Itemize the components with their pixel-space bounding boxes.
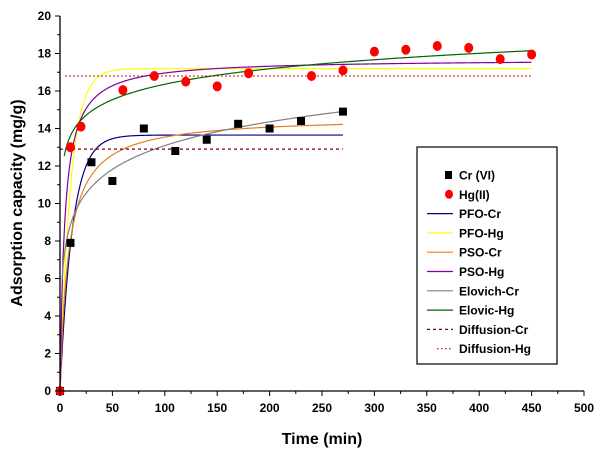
point-hg-ii bbox=[495, 54, 505, 65]
x-tick-label: 300 bbox=[364, 401, 384, 415]
y-tick-label: 20 bbox=[38, 9, 52, 23]
legend-label: PFO-Cr bbox=[459, 207, 501, 221]
y-tick-label: 2 bbox=[44, 347, 51, 361]
y-tick-label: 14 bbox=[38, 122, 52, 136]
legend-item-pfo-hg: PFO-Hg bbox=[427, 226, 504, 240]
point-cr-vi bbox=[171, 147, 180, 155]
x-tick-label: 400 bbox=[469, 401, 489, 415]
point-hg-ii bbox=[369, 46, 379, 57]
x-tick-label: 450 bbox=[522, 401, 542, 415]
y-tick-label: 12 bbox=[38, 159, 52, 173]
y-tick-label: 16 bbox=[38, 84, 52, 98]
y-tick-label: 8 bbox=[44, 234, 51, 248]
point-hg-ii bbox=[65, 142, 75, 153]
x-tick-label: 500 bbox=[574, 401, 594, 415]
fit-line-pfo-hg bbox=[59, 67, 532, 392]
legend-marker-circle bbox=[445, 189, 453, 199]
point-hg-ii bbox=[181, 76, 191, 87]
fit-line-pso-cr bbox=[59, 123, 343, 392]
point-hg-ii bbox=[149, 71, 159, 81]
legend-label: PSO-Hg bbox=[459, 265, 504, 279]
fit-curves bbox=[59, 50, 532, 392]
point-cr-vi bbox=[265, 124, 274, 133]
fit-line-elovic-hg bbox=[63, 50, 532, 157]
point-cr-vi bbox=[108, 177, 117, 185]
legend-item-pso-hg: PSO-Hg bbox=[427, 265, 504, 279]
legend-label: Elovic-Hg bbox=[459, 304, 514, 318]
fit-line-pfo-cr bbox=[59, 134, 343, 392]
point-cr-vi bbox=[66, 238, 75, 247]
legend-label: Diffusion-Hg bbox=[459, 342, 531, 356]
legend-label: Cr (VI) bbox=[459, 169, 495, 183]
point-cr-vi bbox=[202, 135, 211, 144]
point-hg-ii bbox=[527, 49, 537, 60]
point-cr-vi bbox=[297, 117, 306, 125]
legend-item-pso-cr: PSO-Cr bbox=[427, 246, 502, 260]
legend-label: Elovich-Cr bbox=[459, 284, 519, 298]
legend-marker-square bbox=[445, 171, 452, 179]
x-tick-label: 200 bbox=[260, 401, 280, 415]
legend-item-hg-ii: Hg(II) bbox=[445, 188, 490, 202]
legend-item-cr-vi: Cr (VI) bbox=[445, 169, 495, 183]
point-hg-ii bbox=[432, 41, 442, 51]
legend-label: Diffusion-Cr bbox=[459, 323, 529, 337]
point-cr-vi bbox=[338, 107, 347, 116]
point-cr-vi bbox=[234, 119, 243, 128]
y-tick-label: 6 bbox=[44, 272, 51, 286]
legend-label: PSO-Cr bbox=[459, 246, 502, 260]
data-points bbox=[55, 41, 537, 396]
x-tick-label: 100 bbox=[155, 401, 175, 415]
legend-label: Hg(II) bbox=[459, 188, 490, 202]
legend-label: PFO-Hg bbox=[459, 226, 504, 240]
point-cr-vi bbox=[139, 124, 148, 133]
legend: Cr (VI) Hg(II) PFO-Cr PFO-Hg PSO-Cr PSO-Hg Elo… bbox=[416, 146, 558, 365]
legend-item-pfo-cr: PFO-Cr bbox=[427, 207, 501, 221]
fit-line-pso-hg bbox=[59, 61, 532, 392]
point-cr-vi bbox=[87, 158, 96, 167]
point-hg-ii bbox=[464, 42, 474, 53]
point-hg-ii bbox=[118, 85, 128, 96]
legend-item-elovich-cr: Elovich-Cr bbox=[427, 284, 519, 298]
y-tick-label: 10 bbox=[38, 197, 52, 211]
legend-item-elovic-hg: Elovic-Hg bbox=[427, 304, 514, 318]
legend-box bbox=[416, 146, 558, 365]
x-tick-label: 50 bbox=[106, 401, 120, 415]
y-tick-label: 0 bbox=[44, 384, 51, 398]
legend-item-diffusion-cr: Diffusion-Cr bbox=[427, 323, 529, 337]
x-tick-label: 0 bbox=[57, 401, 64, 415]
y-tick-label: 18 bbox=[38, 47, 52, 61]
point-hg-ii bbox=[76, 121, 86, 132]
x-tick-label: 150 bbox=[207, 401, 227, 415]
ticks: 0 50 100 150 200 250 300 350 400 450 500 0 2 4 6 8 10 12 1… bbox=[38, 9, 595, 415]
legend-item-diffusion-hg: Diffusion-Hg bbox=[437, 342, 531, 356]
point-hg-ii bbox=[338, 65, 348, 76]
y-tick-label: 4 bbox=[44, 309, 51, 323]
x-axis-title: Time (min) bbox=[282, 431, 363, 448]
point-hg-ii bbox=[244, 68, 254, 79]
point-hg-ii bbox=[212, 81, 222, 92]
y-axis-title: Adsorption capacity (mg/g) bbox=[9, 99, 26, 306]
x-tick-label: 250 bbox=[312, 401, 332, 415]
point-hg-ii bbox=[307, 71, 317, 81]
point-hg-ii bbox=[401, 44, 411, 55]
fit-line-elovich-cr bbox=[61, 110, 344, 280]
x-tick-label: 350 bbox=[417, 401, 437, 415]
